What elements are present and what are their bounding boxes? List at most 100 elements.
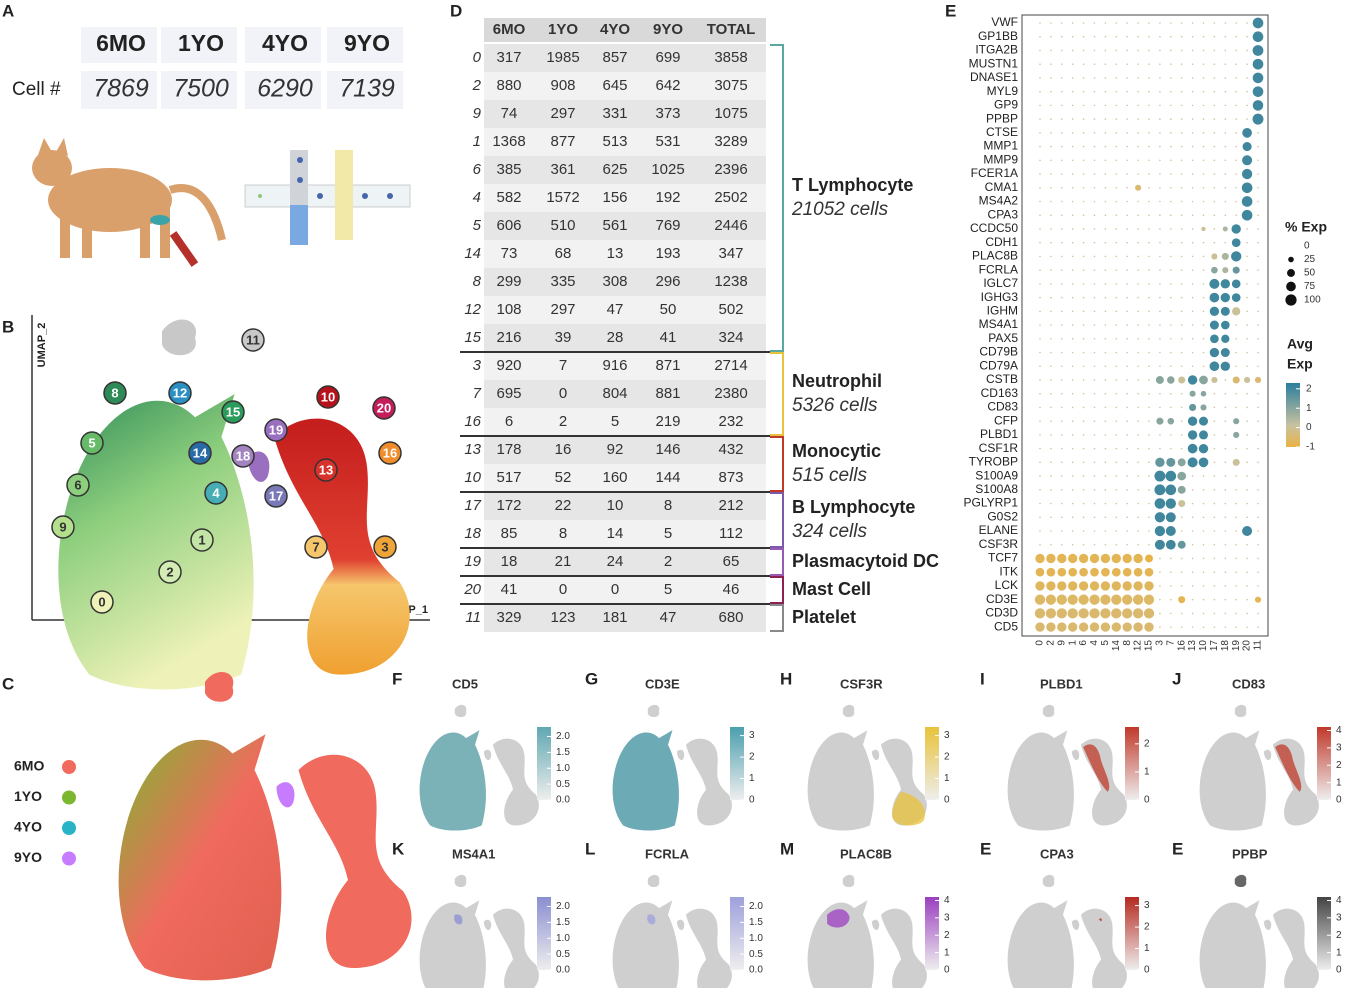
background-dot (1213, 530, 1216, 532)
cell-value: 1025 (651, 161, 684, 178)
cluster-id: 20 (463, 581, 481, 598)
cluster-id: 15 (464, 329, 481, 346)
background-dot (1246, 598, 1248, 601)
background-dot (1104, 296, 1107, 299)
dot (1078, 581, 1089, 591)
colorbar-tick-label: 1.0 (556, 933, 570, 944)
background-dot (1039, 543, 1041, 546)
background-dot (1082, 118, 1085, 120)
cluster-label: 20 (377, 400, 391, 415)
gene-label: ELANE (979, 523, 1018, 537)
group-name: Mast Cell (792, 579, 871, 599)
background-dot (1093, 22, 1096, 24)
header-cell (245, 27, 321, 63)
background-dot (1093, 406, 1096, 409)
dot (1144, 622, 1154, 632)
dot (1167, 376, 1175, 384)
background-dot (1082, 90, 1085, 93)
background-dot (1257, 502, 1259, 505)
background-dot (1170, 406, 1172, 409)
dot (1209, 306, 1220, 317)
cell-value: 41 (501, 581, 518, 598)
cluster-label: 13 (319, 462, 333, 477)
colorbar-tick-label: 2 (1336, 930, 1342, 941)
dot (1199, 375, 1208, 385)
cluster-label: 8 (111, 385, 118, 400)
colorbar-tick-label: 4 (1336, 895, 1342, 906)
cell-value: 1985 (546, 49, 579, 66)
background-dot (1246, 571, 1248, 573)
background-dot (1071, 63, 1074, 65)
colorbar-tick-label: 0.0 (556, 795, 570, 806)
colorbar-tick-label: 1 (749, 773, 755, 784)
background-dot (1104, 228, 1107, 230)
column-header: 9YO (344, 30, 390, 56)
background-dot (1246, 337, 1248, 340)
cell-value: 432 (718, 441, 743, 458)
colorbar-tick-label: 3 (944, 730, 950, 741)
panel-label: B (2, 317, 14, 336)
cell-value: 3075 (714, 77, 747, 94)
background-dot (1039, 35, 1041, 38)
background-dot (1104, 77, 1107, 79)
gene-label: VWF (991, 15, 1018, 29)
cluster-id: 16 (464, 413, 481, 430)
gene-label: CD79B (979, 345, 1018, 359)
column-header: 4YO (262, 30, 308, 56)
cell-value: 1238 (714, 273, 747, 290)
background-dot (1257, 447, 1259, 450)
cell-value: 2396 (714, 161, 747, 178)
background-dot (1071, 543, 1074, 546)
background-dot (1224, 379, 1227, 381)
cluster-marker (80, 431, 104, 455)
cell-value: 680 (718, 609, 743, 626)
background-dot (1159, 77, 1161, 79)
gene-label: S100A8 (975, 482, 1018, 496)
background-dot (1115, 502, 1118, 505)
cluster-label: 2 (166, 564, 173, 579)
umap-region (871, 749, 880, 761)
background-dot (1246, 324, 1248, 326)
dot (1122, 567, 1132, 577)
background-dot (1224, 90, 1227, 93)
background-dot (1180, 255, 1183, 258)
background-dot (1191, 502, 1194, 505)
background-dot (1137, 296, 1139, 299)
background-dot (1257, 283, 1259, 285)
background-dot (1050, 255, 1052, 258)
background-dot (1246, 63, 1248, 65)
feature-umap (1199, 874, 1319, 988)
background-dot (1126, 365, 1128, 368)
background-dot (1126, 461, 1128, 464)
background-dot (1213, 543, 1216, 546)
gene-label: PPBP (986, 111, 1018, 125)
panel-label: E (1172, 839, 1183, 858)
background-dot (1115, 269, 1118, 271)
background-dot (1224, 104, 1227, 107)
background-dot (1093, 145, 1096, 148)
background-dot (1071, 530, 1074, 532)
background-dot (1137, 90, 1139, 93)
colorbar (1125, 727, 1139, 800)
cell-value: 5 (611, 413, 619, 430)
cell-value: 335 (550, 273, 575, 290)
background-dot (1050, 90, 1052, 93)
background-dot (1235, 200, 1237, 203)
background-dot (1104, 392, 1107, 395)
dot (1187, 457, 1198, 468)
background-dot (1071, 159, 1074, 162)
gene-label: TYROBP (969, 455, 1018, 469)
background-dot (1061, 489, 1063, 491)
panel-label: G (585, 669, 598, 688)
background-dot (1050, 228, 1052, 230)
cluster-marker (168, 381, 192, 405)
cell-value: 880 (496, 77, 521, 94)
background-dot (1257, 296, 1259, 299)
colorbar-tick-label: 1.5 (556, 747, 570, 758)
x-tick-label: 11 (1253, 640, 1264, 651)
background-dot (1061, 379, 1063, 381)
background-dot (1137, 49, 1139, 52)
background-dot (1170, 337, 1172, 340)
background-dot (1159, 90, 1161, 93)
gene-label: MUSTN1 (969, 56, 1019, 70)
